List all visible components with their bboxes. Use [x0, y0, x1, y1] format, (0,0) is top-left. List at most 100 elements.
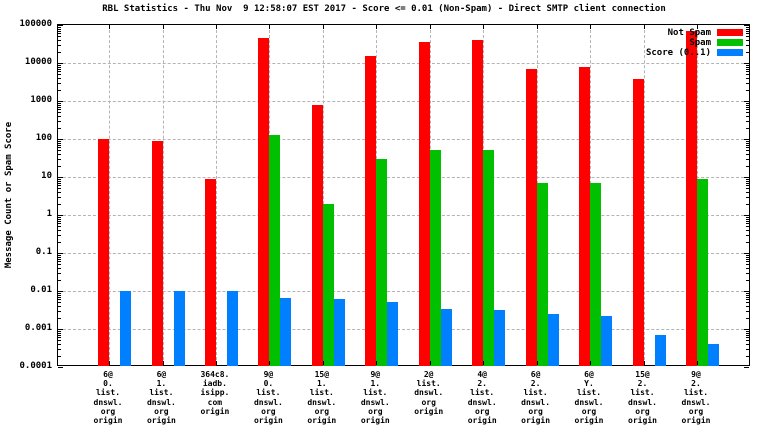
y-minor-tick [746, 89, 749, 91]
y-major-tick [744, 291, 749, 292]
y-minor-tick [58, 178, 61, 180]
plot-area: Not Spam Spam Score (0..1) [57, 24, 750, 368]
y-minor-tick [58, 36, 61, 38]
y-minor-tick [58, 185, 61, 187]
y-minor-tick [746, 147, 749, 149]
y-major-tick [744, 177, 749, 178]
y-minor-tick [58, 140, 61, 142]
x-tick [483, 361, 485, 365]
gridline-vertical [109, 25, 110, 365]
x-category-label: 4@ 2. list. dnswl. org origin [467, 370, 497, 426]
y-minor-tick [746, 264, 749, 266]
y-minor-tick [746, 104, 749, 106]
y-minor-tick [58, 28, 61, 30]
y-minor-tick [58, 223, 61, 225]
y-minor-tick [746, 317, 749, 319]
y-minor-tick [58, 302, 61, 304]
y-minor-tick [58, 33, 61, 35]
y-minor-tick [746, 158, 749, 160]
y-minor-tick [746, 30, 749, 32]
x-tick [322, 361, 324, 365]
y-minor-tick [58, 106, 61, 108]
x-tick [590, 361, 591, 365]
y-minor-tick [746, 74, 749, 76]
y-minor-tick [746, 51, 749, 53]
y-major-tick [744, 101, 749, 102]
x-tick [269, 25, 271, 29]
y-minor-tick [746, 68, 749, 70]
y-minor-tick [746, 127, 749, 129]
y-minor-tick [58, 241, 61, 243]
bar-not-spam [311, 104, 323, 366]
y-minor-tick [58, 348, 61, 350]
y-minor-tick [746, 192, 749, 194]
gridline-horizontal [58, 63, 749, 64]
y-tick-label: 0.0001 [19, 361, 52, 371]
y-minor-tick [58, 74, 61, 76]
y-minor-tick [58, 330, 61, 332]
y-minor-tick [58, 192, 61, 194]
y-minor-tick [58, 258, 61, 260]
bar-score-0-1- [333, 299, 345, 366]
bar-spam [322, 203, 334, 366]
y-tick-label: 0.1 [35, 247, 52, 257]
y-minor-tick [746, 234, 749, 236]
legend-label: Score (0..1) [645, 47, 711, 58]
x-tick [376, 361, 378, 365]
bar-spam [536, 182, 548, 366]
bar-score-0-1- [226, 291, 238, 366]
y-minor-tick [746, 292, 749, 294]
x-tick [109, 25, 110, 29]
x-tick [536, 361, 538, 365]
bar-spam [376, 158, 388, 366]
y-minor-tick [746, 71, 749, 73]
x-category-label: 364c8. iadb. isipp. com origin [200, 370, 230, 416]
bar-score-0-1- [440, 309, 452, 366]
y-minor-tick [746, 116, 749, 118]
bar-not-spam [418, 42, 430, 366]
y-tick-label: 0.001 [24, 323, 52, 333]
y-minor-tick [58, 306, 61, 308]
bar-not-spam [525, 68, 537, 366]
y-minor-tick [746, 140, 749, 142]
y-minor-tick [746, 256, 749, 258]
y-minor-tick [58, 127, 61, 129]
y-minor-tick [746, 254, 749, 256]
y-minor-tick [58, 234, 61, 236]
y-minor-tick [746, 279, 749, 281]
y-minor-tick [746, 178, 749, 180]
y-minor-tick [58, 279, 61, 281]
x-category-label: 6@ 1. list. dnswl. org origin [146, 370, 176, 426]
y-minor-tick [58, 71, 61, 73]
bar-score-0-1- [387, 302, 399, 366]
y-minor-tick [58, 226, 61, 228]
y-minor-tick [58, 109, 61, 111]
bar-score-0-1- [654, 334, 666, 366]
y-minor-tick [746, 299, 749, 301]
legend-entry: Spam [646, 38, 743, 48]
y-minor-tick [746, 144, 749, 146]
x-tick [215, 25, 217, 29]
y-minor-tick [58, 51, 61, 53]
y-minor-tick [746, 355, 749, 357]
x-category-label: 9@ 1. list. dnswl. org origin [360, 370, 390, 426]
x-category-label: 2@ list. dnswl. org origin [414, 370, 444, 416]
y-minor-tick [58, 220, 61, 222]
x-category-label: 15@ 1. list. dnswl. org origin [307, 370, 337, 426]
y-minor-tick [58, 26, 61, 28]
y-minor-tick [58, 144, 61, 146]
x-tick [483, 25, 485, 29]
bar-score-0-1- [708, 344, 719, 366]
y-major-tick [744, 25, 749, 26]
bar-not-spam [258, 38, 270, 366]
gridline-vertical [215, 25, 217, 365]
y-minor-tick [58, 120, 61, 122]
y-minor-tick [746, 33, 749, 35]
bar-spam [483, 150, 495, 366]
y-major-tick [744, 329, 749, 330]
gridline-horizontal [58, 291, 749, 292]
bar-score-0-1- [547, 313, 559, 366]
y-minor-tick [746, 226, 749, 228]
y-minor-tick [746, 26, 749, 28]
y-minor-tick [58, 337, 61, 339]
